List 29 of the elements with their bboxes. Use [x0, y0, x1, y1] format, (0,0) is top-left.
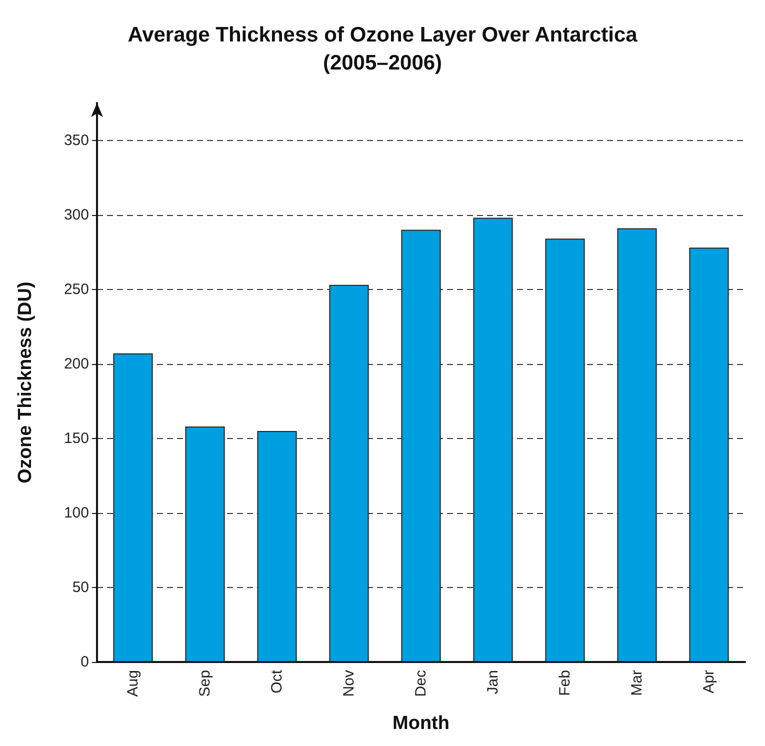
- y-tick-label: 150: [64, 430, 89, 447]
- bar: [113, 353, 153, 662]
- x-tick-label: Nov: [340, 670, 358, 697]
- x-tick-label: Aug: [124, 670, 142, 697]
- x-tick-label: Jan: [484, 670, 502, 694]
- bar: [185, 426, 225, 662]
- bar: [545, 238, 585, 662]
- y-axis-title: Ozone Thickness (DU): [15, 282, 36, 484]
- bar: [401, 230, 441, 662]
- y-tick-label: 350: [64, 132, 89, 149]
- bar: [473, 218, 513, 662]
- x-tick-label: Oct: [268, 669, 286, 694]
- x-tick-label: Dec: [412, 670, 430, 697]
- x-tick-label: Sep: [196, 670, 214, 697]
- y-tick-label: 50: [72, 578, 89, 596]
- x-axis-title: Month: [392, 713, 450, 734]
- x-tick-label: Apr: [700, 670, 718, 694]
- y-tick-label: 100: [64, 504, 89, 522]
- bar: [257, 430, 297, 662]
- y-tick-label: 300: [64, 206, 89, 224]
- bar: [689, 248, 729, 662]
- x-tick-label: Feb: [556, 670, 574, 696]
- bar: [329, 284, 369, 662]
- y-tick-label: 250: [64, 280, 89, 298]
- y-tick-label: 0: [80, 654, 89, 670]
- y-tick-label: 200: [64, 355, 89, 372]
- chart-title: Average Thickness of Ozone Layer Over Antarctica (2005–2006): [128, 24, 638, 74]
- x-tick-label: Mar: [628, 670, 646, 696]
- bar: [617, 228, 657, 662]
